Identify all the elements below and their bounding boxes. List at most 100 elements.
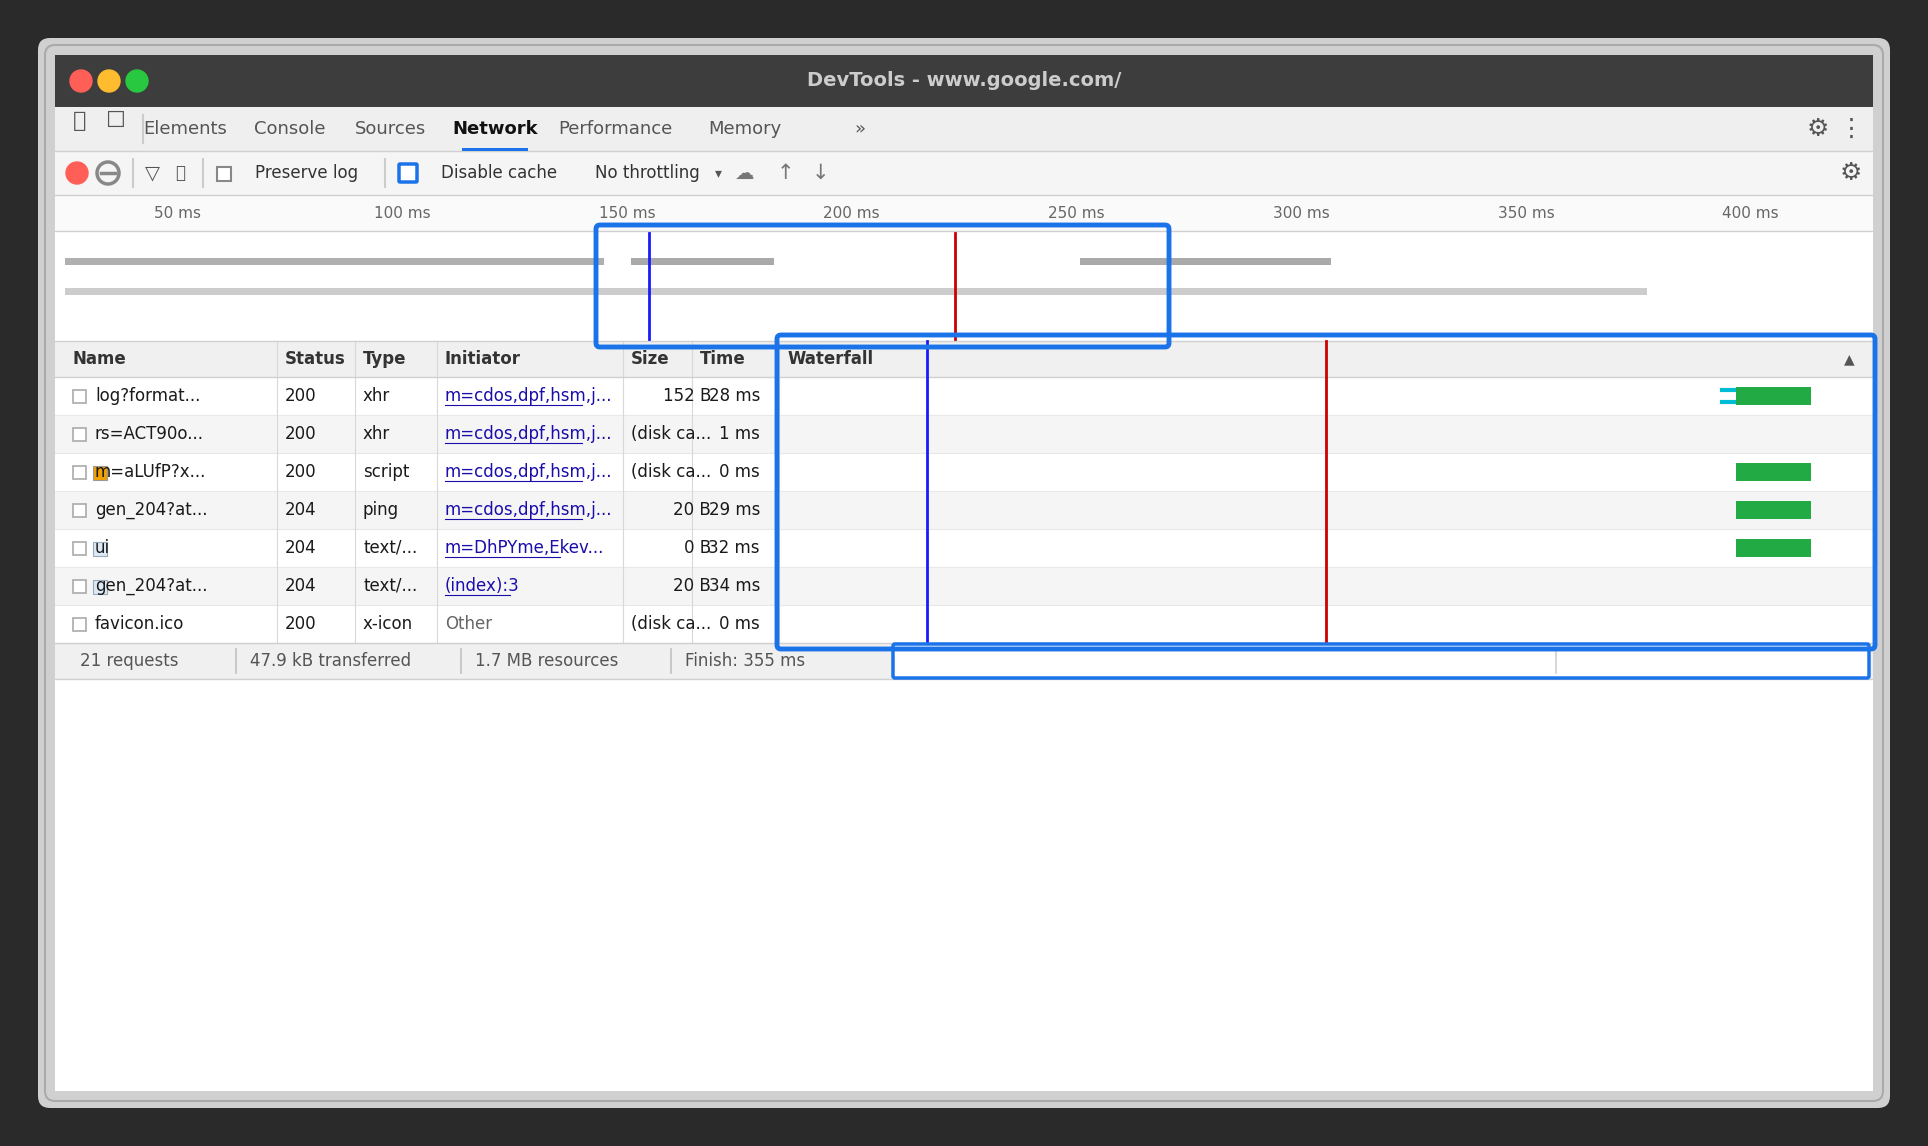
Bar — [73, 504, 87, 517]
Text: 200: 200 — [285, 463, 316, 481]
Text: Other: Other — [445, 615, 492, 633]
Bar — [73, 542, 87, 555]
Text: (index):3: (index):3 — [445, 576, 521, 595]
Text: 204: 204 — [285, 576, 316, 595]
Bar — [56, 377, 1872, 415]
Text: No throttling: No throttling — [596, 164, 700, 182]
FancyBboxPatch shape — [399, 164, 416, 182]
Text: Size: Size — [630, 350, 669, 368]
Bar — [56, 151, 1872, 195]
Text: text/...: text/... — [362, 576, 416, 595]
Circle shape — [98, 70, 120, 92]
Text: 152 B: 152 B — [663, 387, 711, 405]
Bar — [73, 618, 87, 631]
Text: DOMContentLoaded: 129 ms: DOMContentLoaded: 129 ms — [1124, 652, 1404, 670]
Text: ☁: ☁ — [735, 164, 754, 182]
Text: (disk ca...: (disk ca... — [630, 425, 711, 444]
Circle shape — [125, 70, 148, 92]
Text: Status: Status — [285, 350, 345, 368]
Text: ↓: ↓ — [812, 163, 829, 183]
Text: ping: ping — [362, 501, 399, 519]
Text: 29 ms: 29 ms — [710, 501, 760, 519]
Text: Sources: Sources — [355, 120, 426, 138]
Text: 34 ms: 34 ms — [710, 576, 760, 595]
Text: gen_204?at...: gen_204?at... — [94, 501, 208, 519]
Text: (disk ca...: (disk ca... — [630, 463, 711, 481]
FancyBboxPatch shape — [893, 644, 1868, 678]
Text: m=cdos,dpf,hsm,j...: m=cdos,dpf,hsm,j... — [445, 387, 613, 405]
Bar — [56, 415, 1872, 453]
Bar — [73, 466, 87, 479]
Text: 1 ms: 1 ms — [719, 425, 760, 444]
Text: 0 ms: 0 ms — [719, 615, 760, 633]
Text: Load: 250 ms: Load: 250 ms — [1666, 652, 1797, 670]
Bar — [56, 231, 1872, 342]
Bar — [1735, 501, 1810, 519]
Bar — [93, 542, 106, 556]
Bar — [66, 258, 603, 265]
Text: m=aLUfP?x...: m=aLUfP?x... — [94, 463, 206, 481]
Text: 150 ms: 150 ms — [598, 205, 656, 220]
Bar — [218, 167, 231, 181]
Text: 28 ms: 28 ms — [710, 387, 760, 405]
Text: Disable cache: Disable cache — [442, 164, 557, 182]
Text: Initiator: Initiator — [445, 350, 521, 368]
Bar — [1735, 463, 1810, 481]
Bar — [73, 390, 87, 403]
Text: Network: Network — [453, 120, 538, 138]
Text: Name: Name — [73, 350, 127, 368]
Text: 200: 200 — [285, 387, 316, 405]
Bar — [56, 678, 1872, 1091]
Text: favicon.ico: favicon.ico — [94, 615, 185, 633]
FancyBboxPatch shape — [39, 38, 1889, 1108]
Text: 🔍: 🔍 — [175, 164, 185, 182]
Text: 300 ms: 300 ms — [1272, 205, 1330, 220]
Text: Memory: Memory — [708, 120, 781, 138]
Text: ↑: ↑ — [777, 163, 794, 183]
Text: 400 ms: 400 ms — [1722, 205, 1780, 220]
Text: ⚙: ⚙ — [1839, 160, 1862, 185]
Text: 20 B: 20 B — [673, 501, 711, 519]
Text: Elements: Elements — [143, 120, 228, 138]
Text: m=DhPYme,Ekev...: m=DhPYme,Ekev... — [445, 539, 603, 557]
Text: Preserve log: Preserve log — [254, 164, 359, 182]
Text: 250 ms: 250 ms — [1049, 205, 1105, 220]
Text: 1.7 MB resources: 1.7 MB resources — [474, 652, 619, 670]
Text: 32 ms: 32 ms — [708, 539, 760, 557]
Text: ⋮: ⋮ — [1839, 117, 1864, 141]
Text: 47.9 kB transferred: 47.9 kB transferred — [251, 652, 411, 670]
Text: ▲: ▲ — [1845, 352, 1855, 366]
Text: xhr: xhr — [362, 387, 389, 405]
Text: 50 ms: 50 ms — [154, 205, 201, 220]
Bar — [630, 258, 773, 265]
Text: log?format...: log?format... — [94, 387, 201, 405]
FancyBboxPatch shape — [56, 55, 1872, 107]
Bar — [1735, 387, 1810, 405]
Text: 0 ms: 0 ms — [719, 463, 760, 481]
Bar — [56, 342, 1872, 377]
Bar — [93, 580, 106, 594]
Text: ▽: ▽ — [145, 164, 160, 182]
Bar — [56, 605, 1872, 643]
Text: Performance: Performance — [557, 120, 673, 138]
Text: m=cdos,dpf,hsm,j...: m=cdos,dpf,hsm,j... — [445, 463, 613, 481]
Text: 200: 200 — [285, 615, 316, 633]
Text: »: » — [854, 120, 866, 138]
Bar — [56, 195, 1872, 231]
Text: ▾: ▾ — [715, 166, 721, 180]
Text: 350 ms: 350 ms — [1498, 205, 1554, 220]
Text: rs=ACT90o...: rs=ACT90o... — [94, 425, 204, 444]
Text: 0 B: 0 B — [684, 539, 711, 557]
Bar — [73, 427, 87, 441]
Circle shape — [69, 70, 93, 92]
Bar — [56, 107, 1872, 151]
Text: 200: 200 — [285, 425, 316, 444]
Text: Time: Time — [700, 350, 746, 368]
Bar — [73, 580, 87, 592]
Text: Console: Console — [254, 120, 326, 138]
Bar — [463, 148, 528, 151]
Bar — [93, 466, 106, 480]
Text: m=cdos,dpf,hsm,j...: m=cdos,dpf,hsm,j... — [445, 501, 613, 519]
Bar — [1735, 539, 1810, 557]
Text: ⎙: ⎙ — [73, 111, 87, 131]
